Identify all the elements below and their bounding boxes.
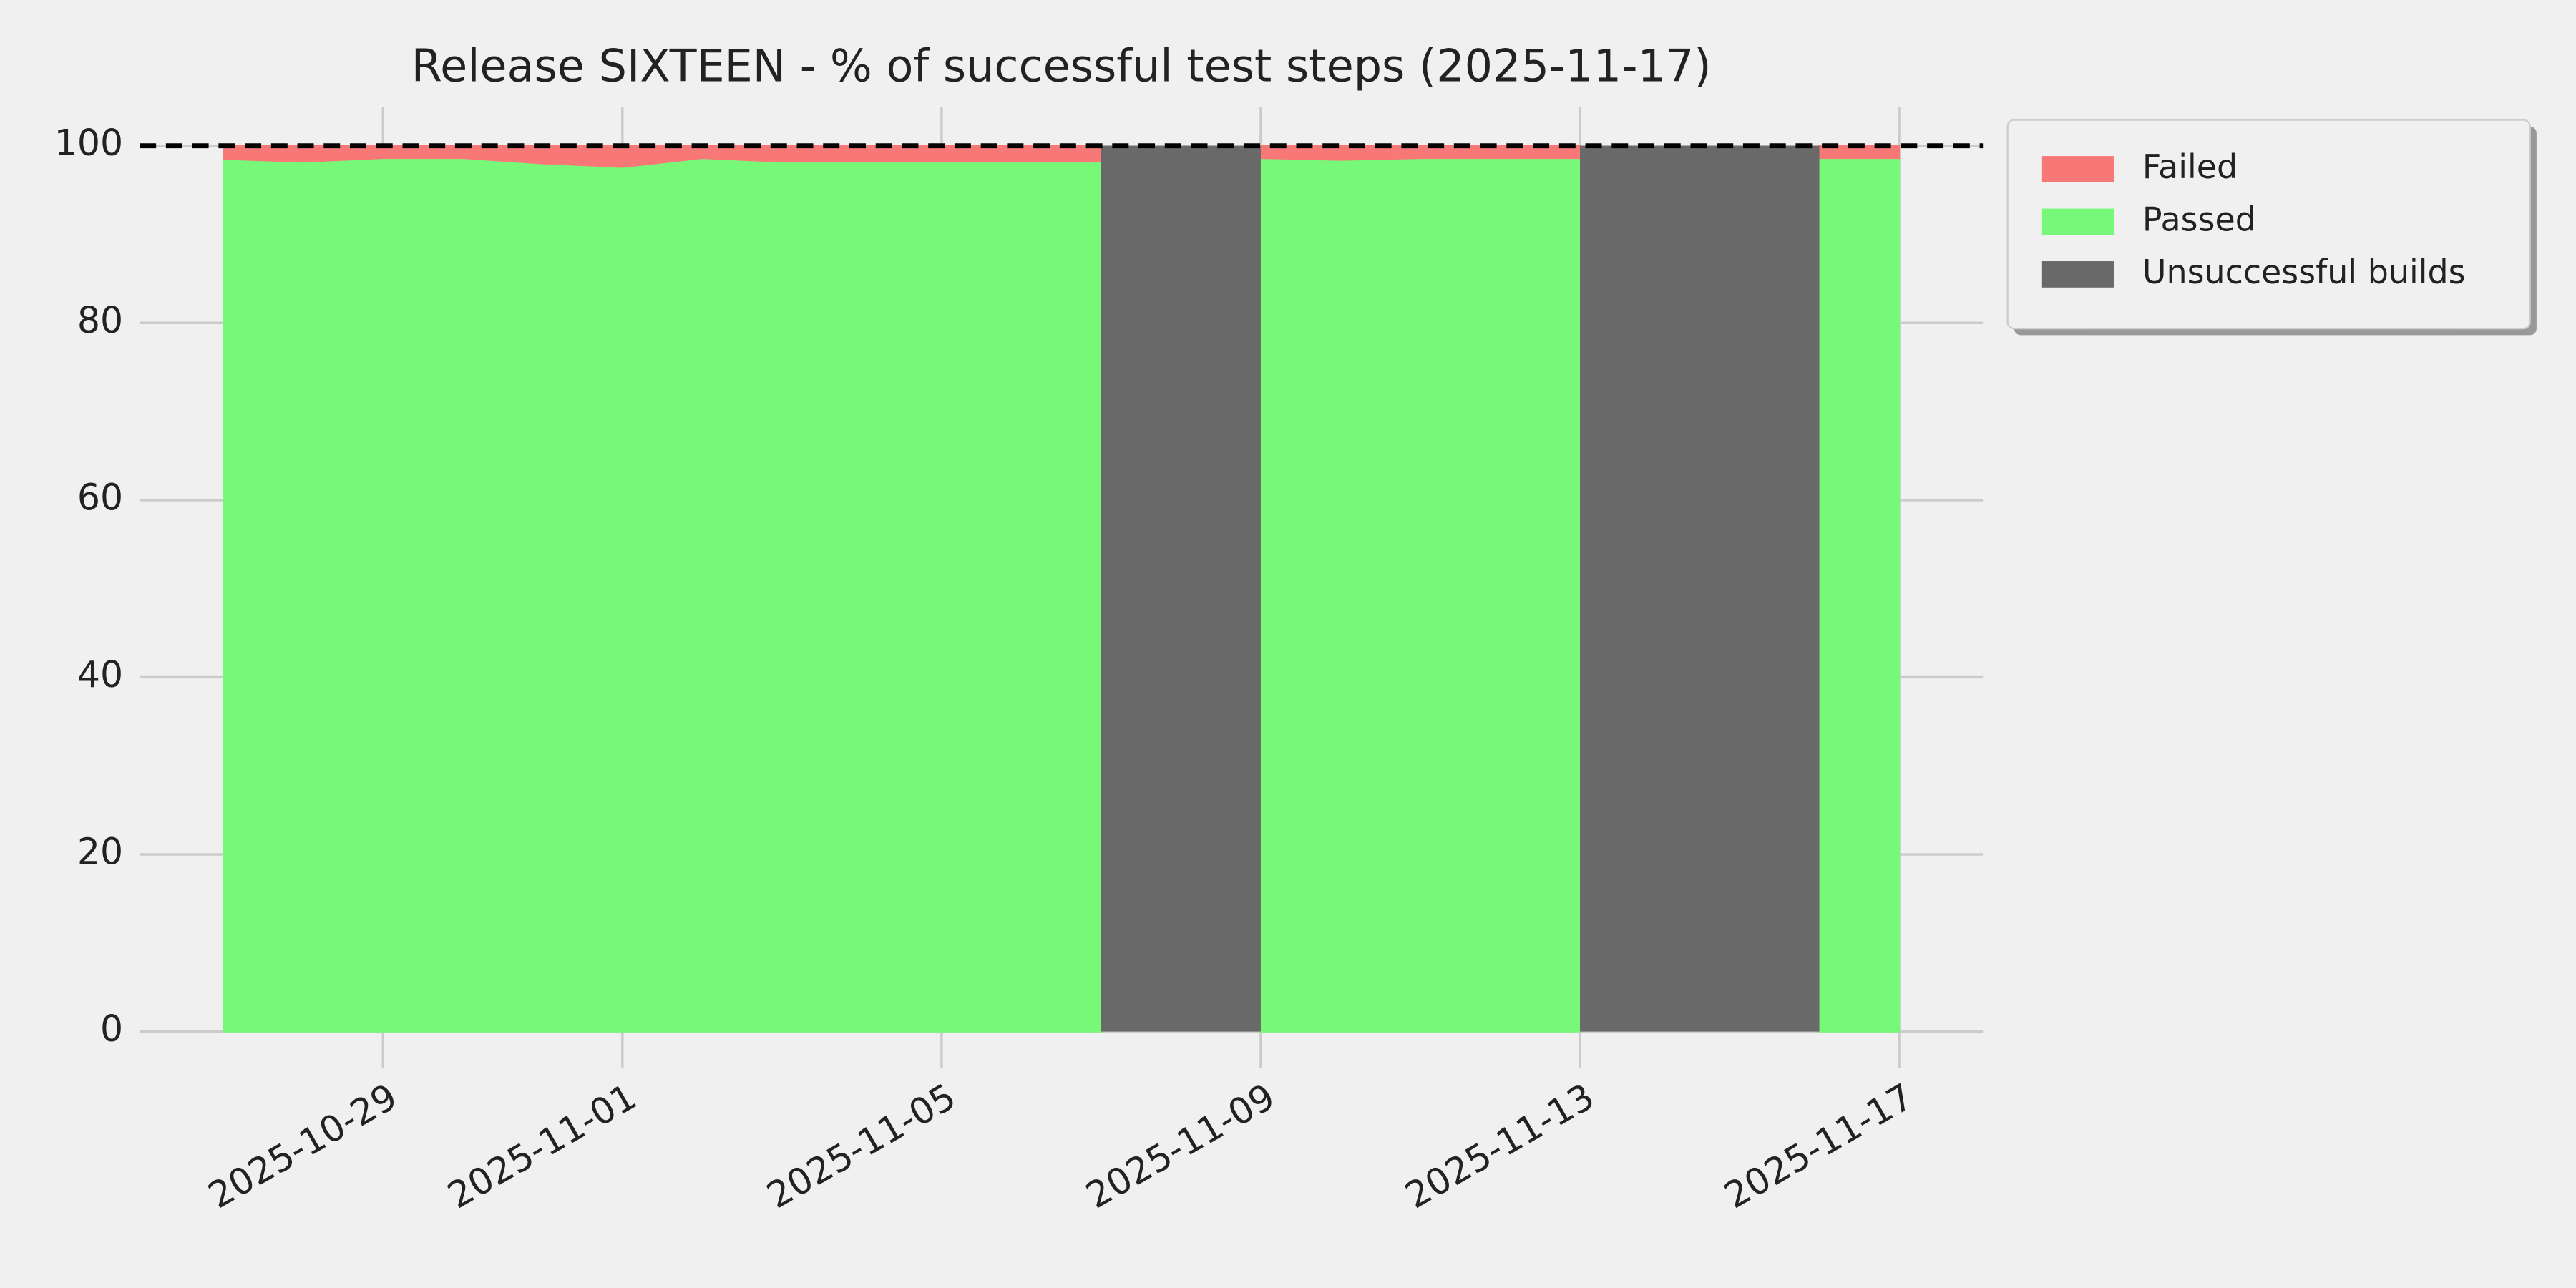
y-tick-label: 0 (100, 1008, 123, 1050)
legend-label: Passed (2142, 200, 2256, 238)
y-tick-label: 60 (77, 476, 123, 518)
y-tick-label: 80 (77, 299, 123, 341)
unsuccessful-span (1580, 145, 1820, 1032)
legend: Failed Passed Unsuccessful builds (2006, 119, 2537, 336)
legend-box (2006, 119, 2531, 330)
legend-label: Unsuccessful builds (2142, 253, 2466, 291)
legend-swatch (2041, 156, 2114, 182)
y-tick-label: 40 (77, 653, 123, 696)
y-tick-label: 100 (54, 122, 123, 164)
legend-swatch (2041, 261, 2114, 288)
chart-title: Release SIXTEEN - % of successful test s… (411, 40, 1712, 92)
legend-label: Failed (2142, 147, 2238, 186)
unsuccessful-span (1101, 145, 1261, 1032)
y-tick-label: 20 (77, 831, 123, 873)
legend-swatch (2041, 208, 2114, 235)
